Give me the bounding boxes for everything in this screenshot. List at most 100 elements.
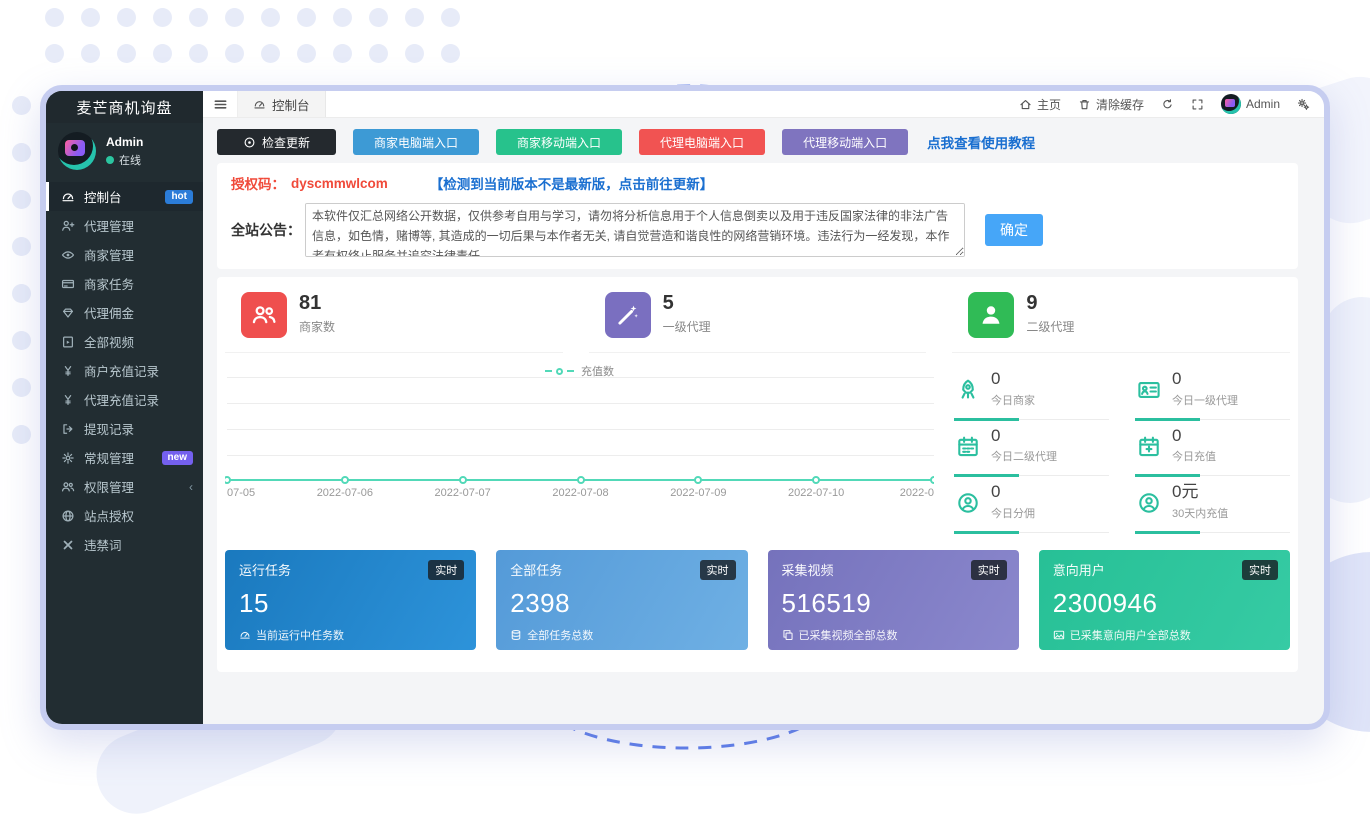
yen-icon bbox=[60, 393, 75, 407]
x-tick-label: 2022-0 bbox=[899, 487, 934, 499]
sidebar-item-merchant-management[interactable]: 商家管理 bbox=[46, 240, 203, 269]
confirm-button[interactable]: 确定 bbox=[985, 214, 1043, 246]
navbar-home[interactable]: 主页 bbox=[1019, 96, 1061, 113]
dashboard-icon bbox=[253, 98, 266, 111]
card-value: 2398 bbox=[510, 588, 571, 619]
chart-data-point[interactable] bbox=[576, 476, 585, 484]
user-panel: Admin 在线 bbox=[46, 123, 203, 180]
sidebar-item-label: 商家管理 bbox=[84, 249, 135, 263]
today-stat-label: 今日二级代理 bbox=[991, 451, 1057, 464]
stat-label: 二级代理 bbox=[1026, 320, 1075, 334]
card-intended-users: 意向用户 实时 2300946 已采集意向用户全部总数 bbox=[1038, 550, 1290, 651]
tab-console-label: 控制台 bbox=[272, 98, 310, 113]
navbar-refresh[interactable] bbox=[1161, 98, 1174, 111]
card-caption: 已采集视频全部总数 bbox=[782, 627, 1005, 643]
globe-icon bbox=[60, 509, 75, 523]
user-name: Admin bbox=[106, 134, 144, 149]
card-caption-label: 已采集意向用户全部总数 bbox=[1069, 630, 1191, 643]
tab-console[interactable]: 控制台 bbox=[237, 91, 326, 117]
card-title: 运行任务 bbox=[239, 563, 292, 579]
user-status: 在线 bbox=[106, 152, 143, 168]
user-avatar[interactable] bbox=[58, 132, 96, 170]
sidebar-item-merchant-recharge-records[interactable]: 商户充值记录 bbox=[46, 356, 203, 385]
sidebar-item-permission-management[interactable]: 权限管理 ‹ bbox=[46, 472, 203, 501]
recharge-line-chart: 充值数 07-05 2022-07-06 2022-07-07 2022-07-08 2… bbox=[225, 363, 934, 503]
stat-value: 5 bbox=[662, 292, 674, 314]
sidebar-item-agent-recharge-records[interactable]: 代理充值记录 bbox=[46, 385, 203, 414]
sidebar-item-console[interactable]: 控制台 hot bbox=[46, 182, 203, 211]
sidebar-item-withdrawal-records[interactable]: 提现记录 bbox=[46, 414, 203, 443]
merchant-pc-entry-button[interactable]: 商家电脑端入口 bbox=[353, 129, 480, 155]
navbar-clear-cache[interactable]: 清除缓存 bbox=[1078, 96, 1144, 113]
hamburger-menu-icon[interactable] bbox=[203, 91, 237, 117]
chart-data-point[interactable] bbox=[694, 476, 703, 484]
users-icon bbox=[60, 480, 75, 494]
chart-legend[interactable]: 充值数 bbox=[225, 363, 934, 379]
stats-row: 81 商家数 5 一级代理 9 二级代理 bbox=[225, 290, 1291, 353]
check-update-button[interactable]: 检查更新 bbox=[217, 129, 337, 155]
wand-icon bbox=[615, 302, 641, 328]
sidebar: 麦芒商机询盘 Admin 在线 控制台 hot 代理管理 商家管理 商家任务 代理佣金 全部… bbox=[46, 91, 203, 724]
avatar bbox=[1220, 94, 1241, 114]
toolbar: 检查更新 商家电脑端入口 商家移动端入口 代理电脑端入口 代理移动端入口 点我查看使用… bbox=[217, 129, 1298, 155]
card-title: 采集视频 bbox=[781, 563, 834, 579]
stat-value: 9 bbox=[1026, 292, 1038, 314]
badge-hot: hot bbox=[165, 189, 193, 204]
card-caption-label: 全部任务总数 bbox=[527, 630, 594, 643]
fullscreen-icon bbox=[1191, 98, 1204, 111]
sidebar-item-general-management[interactable]: 常规管理 new bbox=[46, 443, 203, 472]
gauge-icon bbox=[239, 629, 251, 641]
card-value: 2300946 bbox=[1052, 588, 1158, 619]
sidebar-item-label: 代理佣金 bbox=[84, 307, 135, 321]
sidebar-item-agent-commission[interactable]: 代理佣金 bbox=[46, 298, 203, 327]
card-collected-videos: 采集视频 实时 516519 已采集视频全部总数 bbox=[767, 550, 1019, 651]
tutorial-link[interactable]: 点我查看使用教程 bbox=[927, 136, 1036, 151]
x-tick-label: 2022-07-10 bbox=[788, 487, 845, 499]
sidebar-item-site-authorization[interactable]: 站点授权 bbox=[46, 501, 203, 530]
sidebar-item-all-videos[interactable]: 全部视频 bbox=[46, 327, 203, 356]
sidebar-item-agent-management[interactable]: 代理管理 bbox=[46, 211, 203, 240]
legend-circle-icon bbox=[556, 367, 563, 375]
update-notice-link[interactable]: 【检测到当前版本不是最新版，点击前往更新】 bbox=[429, 177, 714, 192]
chart-data-point[interactable] bbox=[225, 476, 231, 484]
stat-value: 81 bbox=[299, 292, 322, 314]
sidebar-item-banned-words[interactable]: 违禁词 bbox=[46, 530, 203, 559]
announcement-textarea[interactable]: 本软件仅汇总网络公开数据，仅供参考自用与学习，请勿将分析信息用于个人信息倒卖以及… bbox=[305, 203, 965, 257]
today-stat-label: 今日充值 bbox=[1172, 451, 1216, 464]
calendarplus-icon bbox=[1137, 429, 1161, 465]
today-stat-value: 0 bbox=[1172, 425, 1182, 445]
stat-merchants-count: 81 商家数 bbox=[225, 290, 563, 353]
navbar-home-label: 主页 bbox=[1036, 97, 1061, 112]
refresh-icon bbox=[1161, 98, 1174, 111]
chevron-left-icon: ‹ bbox=[189, 479, 193, 494]
x-tick-label: 2022-07-07 bbox=[434, 487, 491, 499]
sidebar-item-merchant-tasks[interactable]: 商家任务 bbox=[46, 269, 203, 298]
usercircle-icon bbox=[956, 485, 980, 521]
navbar-user[interactable]: Admin bbox=[1220, 94, 1280, 114]
today-stat-recharge-30days: 0元 30天内充值 bbox=[1135, 476, 1290, 534]
legend-label: 充值数 bbox=[581, 366, 614, 378]
agent-pc-entry-button[interactable]: 代理电脑端入口 bbox=[639, 129, 766, 155]
merchant-mobile-entry-button[interactable]: 商家移动端入口 bbox=[496, 129, 623, 155]
chart-data-point[interactable] bbox=[812, 476, 821, 484]
today-stat-today-commission: 0 今日分佣 bbox=[954, 476, 1109, 534]
chart-data-point[interactable] bbox=[930, 476, 934, 484]
chart-plot bbox=[225, 377, 934, 484]
gridline bbox=[227, 429, 934, 430]
yen-icon bbox=[60, 364, 75, 378]
calendar-icon bbox=[956, 429, 980, 465]
navbar-fullscreen[interactable] bbox=[1191, 98, 1204, 111]
card-caption: 全部任务总数 bbox=[510, 627, 733, 643]
navbar-settings[interactable] bbox=[1297, 98, 1310, 111]
app-window: 麦芒商机询盘 Admin 在线 控制台 hot 代理管理 商家管理 商家任务 代理佣金 全部… bbox=[40, 85, 1330, 730]
agent-mobile-entry-button[interactable]: 代理移动端入口 bbox=[782, 129, 909, 155]
navbar-clear-cache-label: 清除缓存 bbox=[1095, 97, 1144, 112]
sidebar-item-label: 商户充值记录 bbox=[84, 365, 160, 379]
signout-icon bbox=[60, 422, 75, 436]
decor-dots-left bbox=[12, 96, 34, 516]
hamburger-icon bbox=[213, 97, 228, 112]
chart-data-point[interactable] bbox=[340, 476, 349, 484]
chart-data-point[interactable] bbox=[458, 476, 467, 484]
today-stats: 0 今日商家 0 今日一级代理 0 今日二级代理 0 今日充值 0 今日分佣 0元 30天内充值 bbox=[934, 363, 1290, 534]
wand-stat-icon bbox=[604, 292, 651, 338]
